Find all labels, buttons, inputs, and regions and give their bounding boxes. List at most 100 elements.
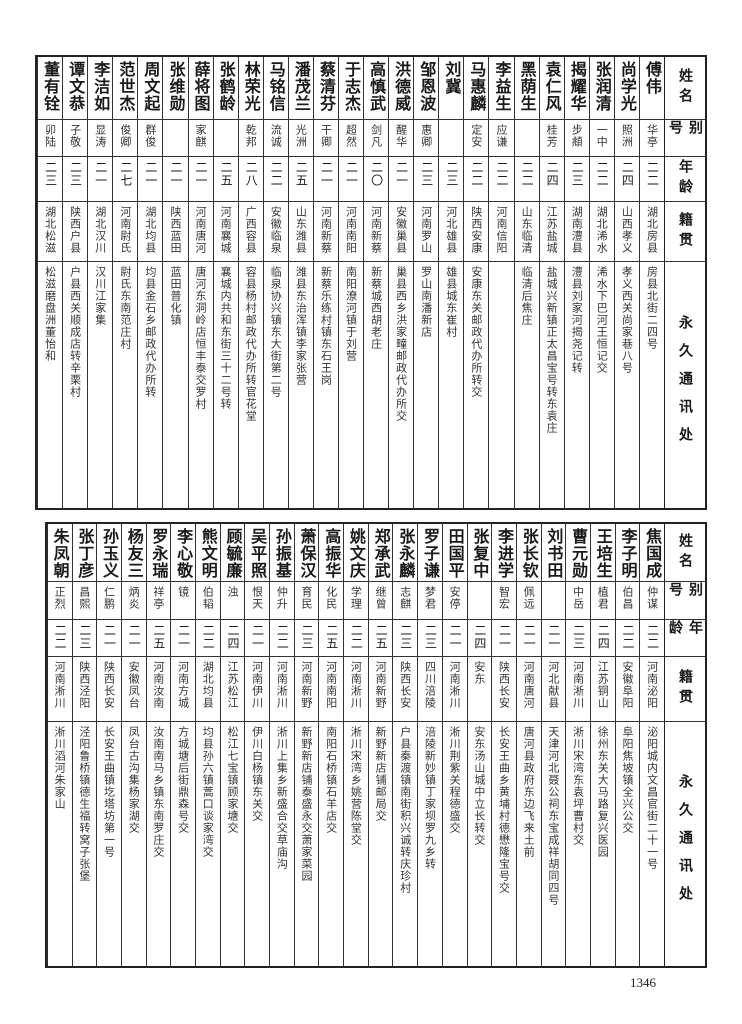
address-cell: 松滋磨盘洲董怡和: [38, 262, 62, 508]
person-age: 二一: [250, 624, 265, 650]
name-cell: 揭耀华: [564, 57, 589, 120]
person-name: 傅伟: [642, 61, 662, 95]
person-name: 张长钦: [519, 528, 539, 579]
person-age: 二七: [118, 161, 133, 187]
address-cell: 安东汤山城中立长转交: [468, 722, 492, 966]
age-cell: 二二: [47, 620, 72, 657]
person-age: 二二: [53, 624, 68, 650]
person-alias: 中岳: [571, 586, 585, 610]
person-address: 澧县刘家河揭尧记转: [570, 266, 584, 374]
person-address: 户县西关顺成店转辛栗村: [68, 266, 82, 398]
header-cell: 籍贯: [665, 657, 705, 722]
person-record: 马惠麟 定安 二二 陕西安康 安康东关邮政代办所转交: [463, 57, 489, 508]
origin-cell: 山东潍县: [288, 202, 313, 262]
origin-cell: 河南罗山: [414, 202, 439, 262]
age-cell: 二一: [138, 157, 163, 202]
header-cell: 籍贯: [665, 202, 705, 262]
age-cell: 二三: [414, 157, 439, 202]
person-origin: 湖北均县: [201, 661, 215, 709]
person-age: 二八: [244, 161, 259, 187]
age-cell: 二二: [270, 620, 294, 657]
age-cell: 二二: [464, 157, 489, 202]
origin-cell: 江苏铜山: [590, 657, 615, 722]
alias-cell: 恨天: [245, 582, 269, 620]
person-record: 刘书田 二一 河北献县 天津河北聂公祠东宝成祥胡同四号: [540, 524, 566, 966]
person-alias: 炳炎: [127, 586, 141, 610]
address-cell: 淅川滔河朱家山: [48, 722, 72, 966]
header-label: 永久通讯处: [677, 315, 693, 455]
roster-table-top: 姓名 别号 年龄 籍贯 永久通讯处 傅伟 华亭 二二 湖北房县 房县北街二四号 尚学光 照洲 二四 山西孝…: [35, 55, 707, 510]
origin-cell: 安东: [467, 657, 492, 722]
age-cell: 二一: [338, 157, 364, 202]
address-cell: 户县西关顺成店转辛栗村: [63, 262, 87, 508]
person-record: 熊文明 伯韬 二二 湖北均县 均县孙六镇蒿口谈家湾交: [194, 524, 220, 966]
name-cell: 王培生: [590, 524, 615, 582]
address-cell: 盐城兴新镇正太昌宝号转东袁庄: [540, 262, 564, 508]
person-age: 二二: [349, 624, 364, 650]
person-alias: 步頫: [570, 124, 584, 148]
address-cell: 新野新店铺邮局交: [369, 722, 393, 966]
person-record: 萧保汉 育民 二三 河南新野 新野新店铺泰盛永交萧家菜园: [293, 524, 319, 966]
name-cell: 熊文明: [195, 524, 220, 582]
person-name: 林荣光: [241, 61, 261, 112]
person-record: 罗永瑞 祥亭 二五 河南汝南 汝南南马乡镇东南罗庄交: [145, 524, 171, 966]
address-cell: 阜阳焦坡镇全兴公交: [616, 722, 640, 966]
origin-cell: 河南唐河: [188, 202, 213, 262]
person-address: 罗山南潘新店: [419, 266, 433, 338]
person-address: 盐城兴新镇正太昌宝号转东袁庄: [545, 266, 559, 434]
age-cell: 二五: [146, 620, 171, 657]
person-record: 张鹤龄 二五 河南襄城 襄城内共和东街三十二号转: [212, 57, 238, 508]
age-cell: 二二: [344, 620, 368, 657]
name-cell: 高慎武: [364, 57, 389, 120]
alias-cell: 育民: [294, 582, 319, 620]
person-address: 蓝田普化镇: [168, 266, 182, 326]
header-label: 年龄: [677, 159, 693, 199]
person-alias: 群俊: [143, 124, 157, 148]
header-cell: 年龄: [665, 157, 705, 202]
age-cell: 二二: [639, 157, 664, 202]
name-cell: 孙玉义: [97, 524, 121, 582]
address-cell: 蓝田普化镇: [163, 262, 187, 508]
person-alias: 继曾: [374, 586, 388, 610]
person-origin: 陕西户县: [68, 206, 82, 254]
person-name: 王培生: [593, 528, 613, 579]
alias-cell: 定安: [464, 120, 489, 157]
alias-cell: 子敬: [63, 120, 88, 157]
name-cell: 郑承武: [368, 524, 393, 582]
person-record: 王培生 植君 二四 江苏铜山 徐州东关大马路复兴医园: [589, 524, 615, 966]
age-cell: 二三: [564, 157, 589, 202]
name-cell: 傅伟: [639, 57, 664, 120]
person-record: 曹元勋 中岳 二三 河南淅川 淅川宋湾东袁坪曹村交: [565, 524, 590, 966]
person-alias: 桂芳: [545, 124, 559, 148]
person-address: 泾阳鲁桥镇德生福转窝子张堡: [77, 726, 91, 882]
age-cell: 二三: [38, 157, 63, 202]
address-cell: 临清后焦庄: [515, 262, 539, 508]
person-alias: 俊卿: [118, 124, 132, 148]
name-cell: 朱凤朝: [47, 524, 72, 582]
origin-cell: 河南泌阳: [640, 657, 664, 722]
age-cell: 二一: [163, 157, 188, 202]
person-name: 尚学光: [617, 61, 637, 112]
person-record: 焦国成 仲谋 二二 河南泌阳 泌阳城内文昌官街二十一号: [639, 524, 664, 966]
person-name: 曹元勋: [569, 528, 589, 579]
person-alias: 智宏: [497, 586, 511, 610]
person-origin: 江苏铜山: [596, 661, 610, 709]
person-name: 张永麟: [396, 528, 416, 579]
person-name: 范世杰: [116, 61, 136, 112]
alias-cell: 仲升: [270, 582, 294, 620]
person-alias: 梦君: [423, 586, 437, 610]
origin-cell: 湖南澧县: [564, 202, 589, 262]
header-label: 姓名: [677, 68, 693, 108]
person-alias: 子敬: [68, 124, 82, 148]
person-address: 唐河东洞岭店恒丰泰交罗村: [194, 266, 208, 410]
person-origin: 安东: [472, 661, 486, 685]
person-origin: 陕西长安: [497, 661, 511, 709]
header-label: 别号: [667, 582, 703, 602]
origin-cell: 湖北浠水: [589, 202, 614, 262]
address-cell: 户县秦渡镇南街积兴诚转庆珍村: [393, 722, 417, 966]
person-age: 二三: [300, 624, 315, 650]
origin-cell: 河南伊川: [245, 657, 269, 722]
person-origin: 陕西泾阳: [77, 661, 91, 709]
person-record: 张永麟 志麒 二三 陕西长安 户县秦渡镇南街积兴诚转庆珍村: [392, 524, 418, 966]
address-cell: 伊川白杨镇东关交: [245, 722, 269, 966]
